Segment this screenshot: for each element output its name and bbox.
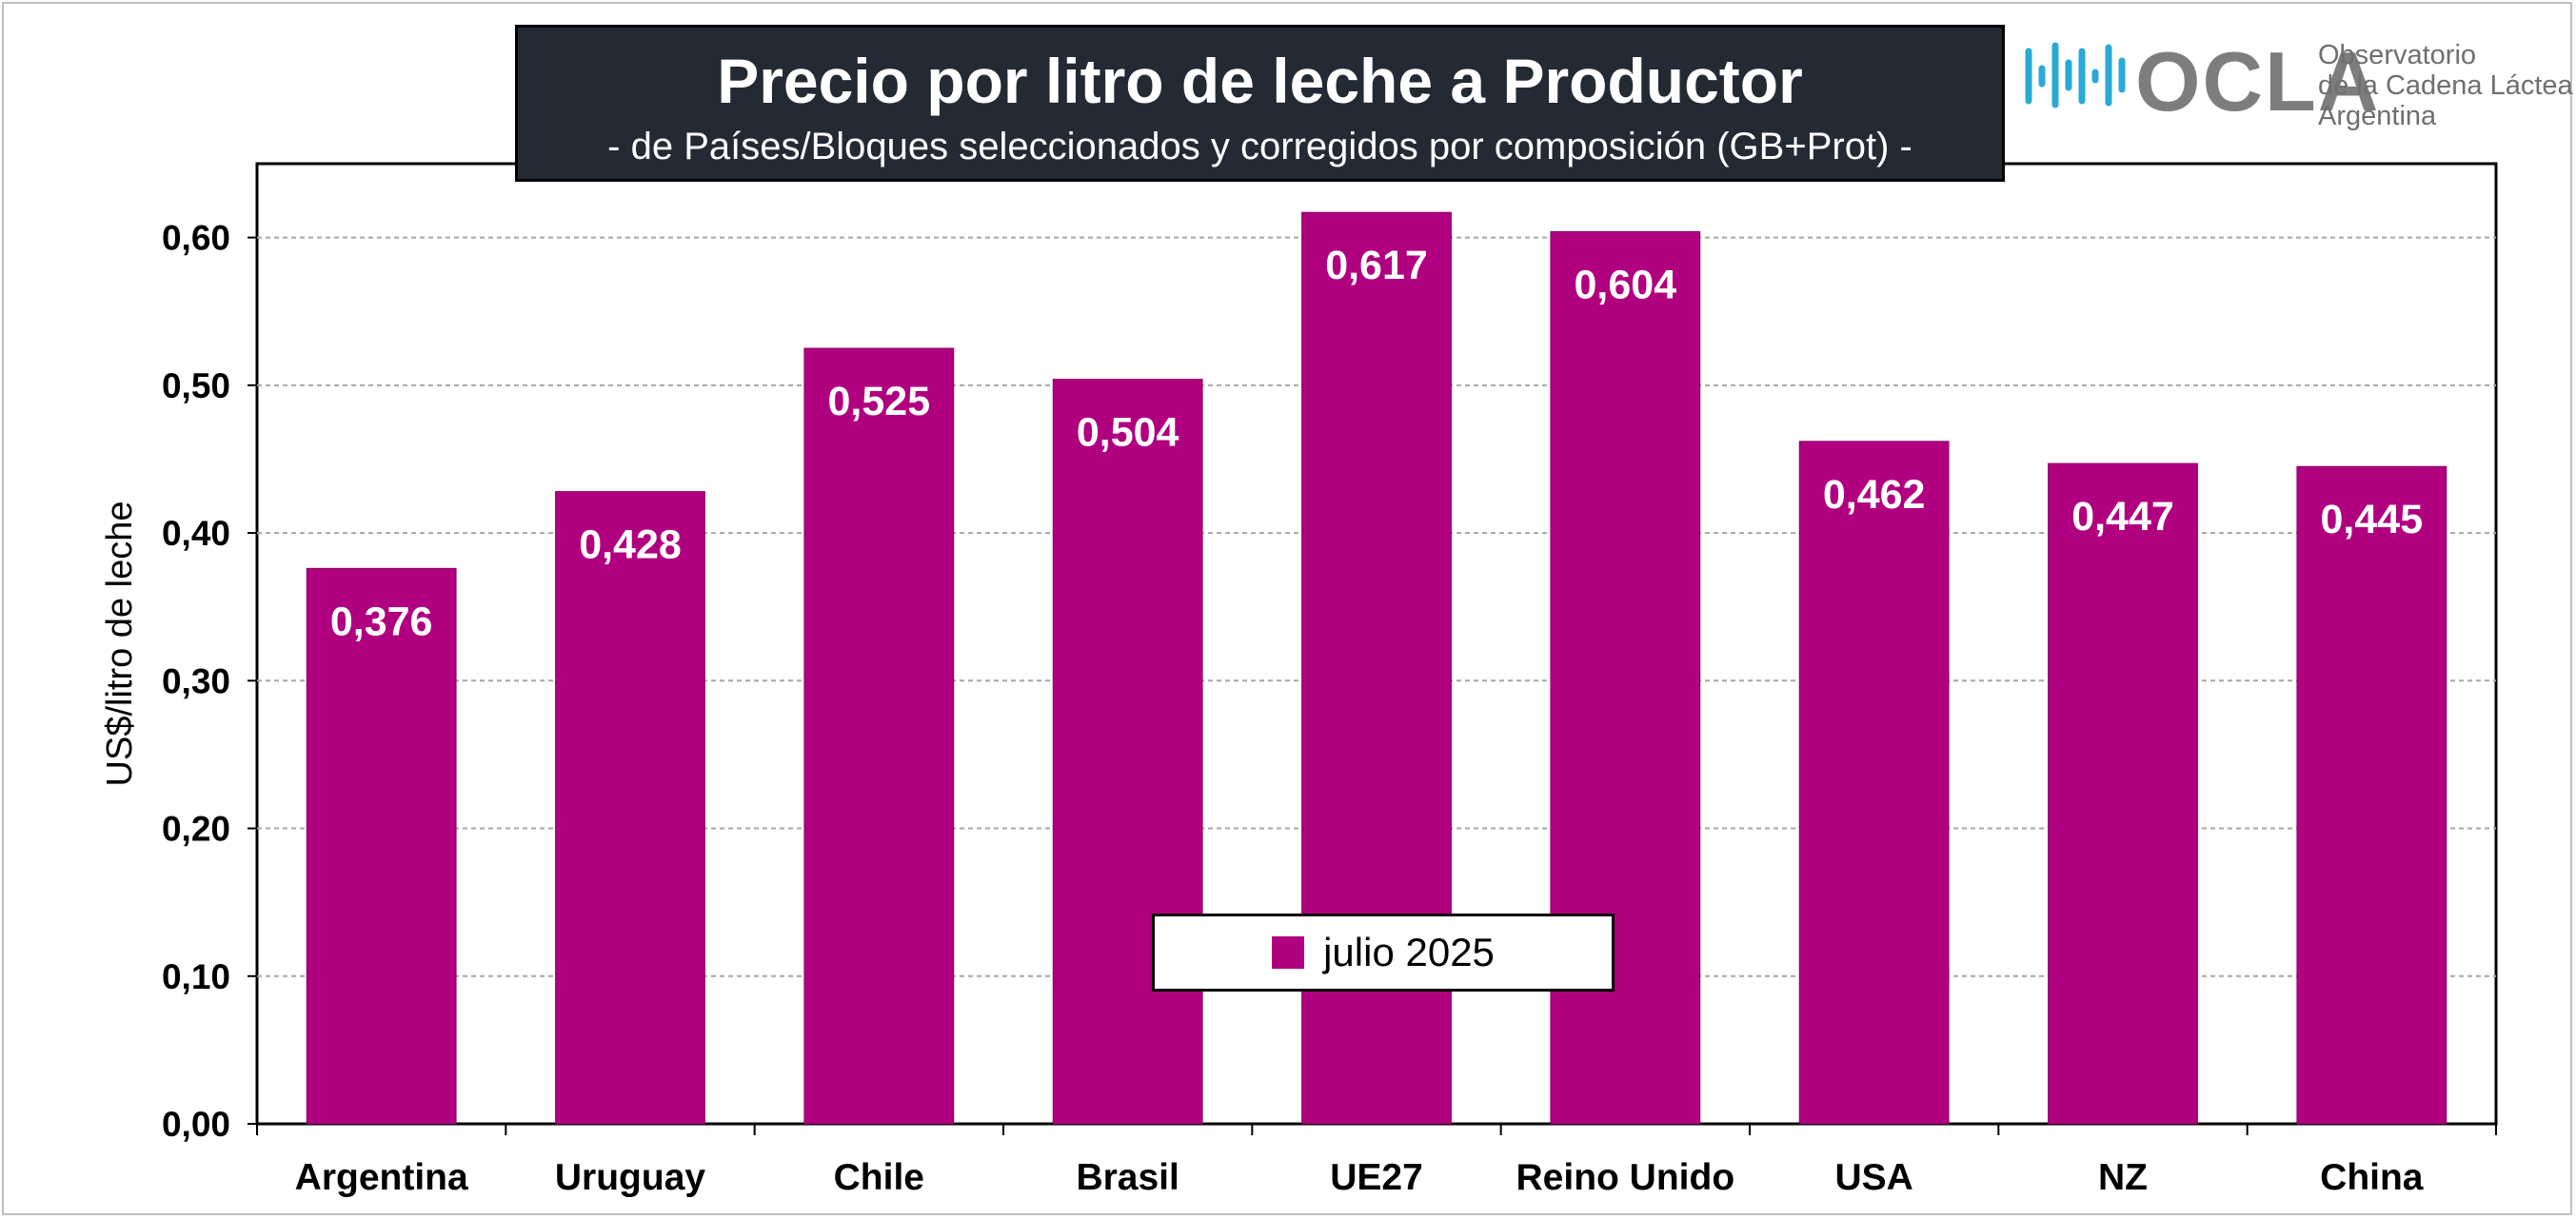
y-tick-label: 0,00 xyxy=(162,1105,230,1144)
legend-swatch xyxy=(1272,936,1305,969)
x-tick-label: Argentina xyxy=(295,1157,468,1198)
x-tick-label: Uruguay xyxy=(555,1157,706,1198)
data-label: 0,445 xyxy=(2321,497,2424,542)
data-label: 0,376 xyxy=(330,599,433,644)
bar-argentina xyxy=(306,567,457,1125)
data-label: 0,428 xyxy=(579,522,682,568)
x-tick-label: Brasil xyxy=(1076,1157,1179,1198)
bar-china xyxy=(2296,465,2447,1125)
x-tick-label: USA xyxy=(1834,1157,1912,1198)
logo-line-3: Argentina xyxy=(2318,101,2437,131)
y-tick-label: 0,50 xyxy=(162,366,230,405)
y-tick-label: 0,20 xyxy=(162,810,230,849)
bar-nz xyxy=(2048,462,2198,1125)
bar-chile xyxy=(803,347,955,1125)
y-tick-label: 0,10 xyxy=(162,957,230,996)
ocla-logo: OCLA Observatorio de la Cadena Láctea Ar… xyxy=(2023,27,2575,141)
data-label: 0,525 xyxy=(828,379,931,424)
title-banner: Precio por litro de leche a Productor - … xyxy=(515,25,2005,182)
data-label: 0,617 xyxy=(1325,243,1428,288)
y-axis-label: US$/litro de leche xyxy=(100,501,140,787)
chart-title: Precio por litro de leche a Productor xyxy=(717,46,1803,116)
data-label: 0,604 xyxy=(1575,262,1677,307)
bar-usa xyxy=(1798,441,1950,1125)
x-tick-label: Reino Unido xyxy=(1516,1157,1735,1198)
legend-label: julio 2025 xyxy=(1323,930,1495,974)
x-tick-label: China xyxy=(2320,1157,2424,1198)
logo-line-2: de la Cadena Láctea xyxy=(2318,70,2573,101)
data-label: 0,447 xyxy=(2071,494,2174,540)
wave-logo-icon xyxy=(2025,42,2126,108)
logo-subtitle: Observatorio de la Cadena Láctea Argenti… xyxy=(2318,40,2573,131)
x-tick-label: UE27 xyxy=(1330,1157,1423,1198)
data-label: 0,504 xyxy=(1077,410,1179,456)
chart-legend: julio 2025 xyxy=(1152,914,1615,992)
y-tick-label: 0,60 xyxy=(162,219,230,258)
y-tick-label: 0,40 xyxy=(162,514,230,553)
chart-subtitle: - de Países/Bloques seleccionados y corr… xyxy=(607,126,1912,167)
logo-line-1: Observatorio xyxy=(2318,40,2477,70)
y-tick-label: 0,30 xyxy=(162,661,230,700)
x-tick-label: Chile xyxy=(834,1157,924,1198)
x-tick-label: NZ xyxy=(2098,1157,2148,1198)
bar-brasil xyxy=(1052,379,1203,1125)
data-label: 0,462 xyxy=(1823,472,1926,518)
logo-wordmark: OCLA xyxy=(2135,34,2381,128)
bar-uruguay xyxy=(555,491,705,1125)
